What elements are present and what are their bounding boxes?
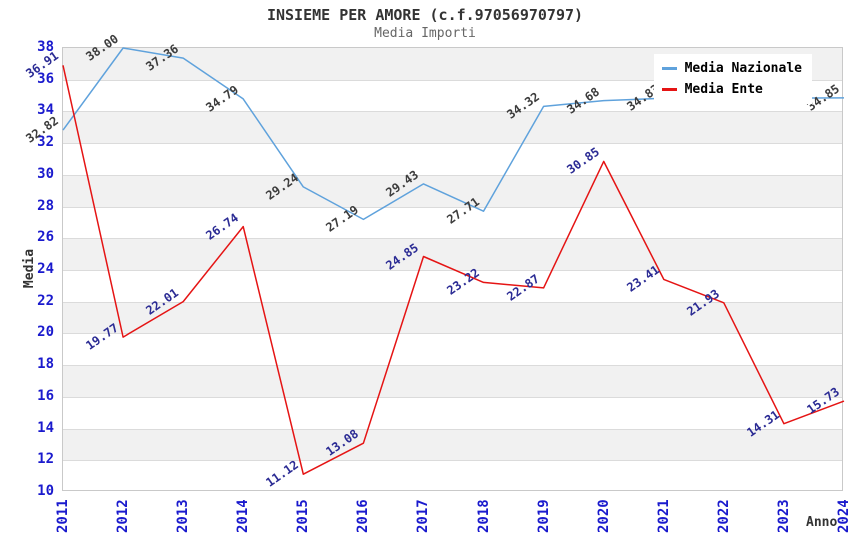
y-tick-label: 18 xyxy=(37,356,54,373)
series-line-media-ente xyxy=(62,65,845,475)
y-axis-title: Media xyxy=(22,248,38,289)
x-tick-label: 2013 xyxy=(175,499,192,533)
legend-swatch xyxy=(661,67,677,70)
x-tick-label: 2020 xyxy=(595,499,612,533)
y-tick-label: 24 xyxy=(37,261,54,277)
x-tick-label: 2018 xyxy=(475,499,492,533)
legend-item-label: Media Nazionale xyxy=(684,61,802,76)
x-tick-label: 2023 xyxy=(775,499,792,533)
x-tick-label: 2012 xyxy=(115,499,132,533)
y-tick-label: 20 xyxy=(37,324,54,341)
y-tick-label: 34 xyxy=(37,102,54,119)
y-tick-label: 12 xyxy=(37,451,54,468)
gridline xyxy=(63,174,842,176)
y-tick-label: 38 xyxy=(37,39,54,55)
chart-subtitle: Media Importi xyxy=(374,26,476,41)
grid-band xyxy=(63,174,842,207)
grid-band xyxy=(63,365,842,397)
gridline xyxy=(63,460,842,462)
gridline xyxy=(63,301,842,303)
legend-item-label: Media Ente xyxy=(684,82,763,97)
plot-area xyxy=(62,47,845,491)
y-tick-label: 16 xyxy=(37,387,54,404)
grid-band xyxy=(63,111,842,144)
y-tick-label: 22 xyxy=(37,292,54,309)
gridline xyxy=(63,396,842,398)
legend-item: Media Ente xyxy=(661,79,802,100)
chart-title: INSIEME PER AMORE (c.f.97056970797) xyxy=(266,6,584,24)
x-tick-label: 2017 xyxy=(415,499,432,533)
legend-item: Media Nazionale xyxy=(661,58,802,79)
y-tick-label: 14 xyxy=(37,419,54,436)
y-tick-label: 36 xyxy=(37,70,54,87)
x-axis-title: Anno xyxy=(806,515,838,530)
grid-band xyxy=(63,428,842,461)
x-tick-label: 2024 xyxy=(836,499,850,533)
gridline xyxy=(63,333,842,335)
grid-band xyxy=(63,238,842,270)
y-tick-label: 28 xyxy=(37,197,54,214)
legend-swatch xyxy=(661,88,677,91)
x-tick-label: 2021 xyxy=(655,499,672,533)
x-tick-label: 2015 xyxy=(295,499,312,533)
x-tick-label: 2019 xyxy=(535,499,552,533)
series-lines xyxy=(62,47,845,475)
x-tick-label: 2016 xyxy=(355,499,372,533)
legend: Media Nazionale Media Ente xyxy=(653,54,812,104)
gridline xyxy=(63,143,842,145)
x-tick-label: 2014 xyxy=(235,499,252,533)
x-tick-label: 2022 xyxy=(715,499,732,533)
y-tick-label: 26 xyxy=(37,229,54,246)
gridline xyxy=(63,206,842,208)
gridline xyxy=(63,428,842,430)
y-tick-label: 10 xyxy=(37,483,54,499)
grid-band xyxy=(63,301,842,334)
gridline xyxy=(63,79,842,81)
y-tick-label: 30 xyxy=(37,165,54,182)
gridline xyxy=(63,270,842,271)
gridline xyxy=(63,111,842,113)
y-tick-label: 32 xyxy=(37,134,54,151)
x-tick-label: 2011 xyxy=(55,499,71,533)
gridline xyxy=(63,238,842,240)
gridline xyxy=(63,365,842,367)
